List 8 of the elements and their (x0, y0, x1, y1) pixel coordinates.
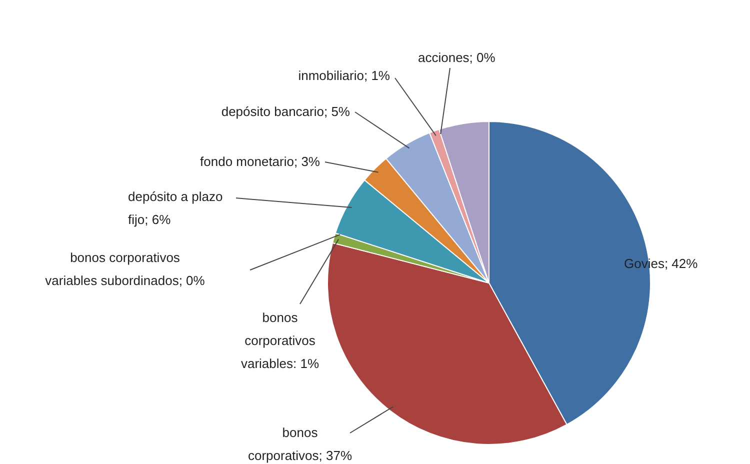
slice-label: fondo monetario; 3% (200, 154, 320, 169)
slice-label: depósito a plazo fijo; 6% (128, 189, 223, 227)
slice-label: inmobiliario; 1% (298, 68, 390, 83)
slice-label: depósito bancario; 5% (221, 104, 350, 119)
category-label: bonos corporativos variables subordinados; 0% (45, 250, 205, 288)
category-label: acciones; 0% (418, 50, 496, 65)
category-label: variables: 1% (240, 356, 320, 371)
category-label: bonos corporativos; 37% (248, 425, 352, 463)
